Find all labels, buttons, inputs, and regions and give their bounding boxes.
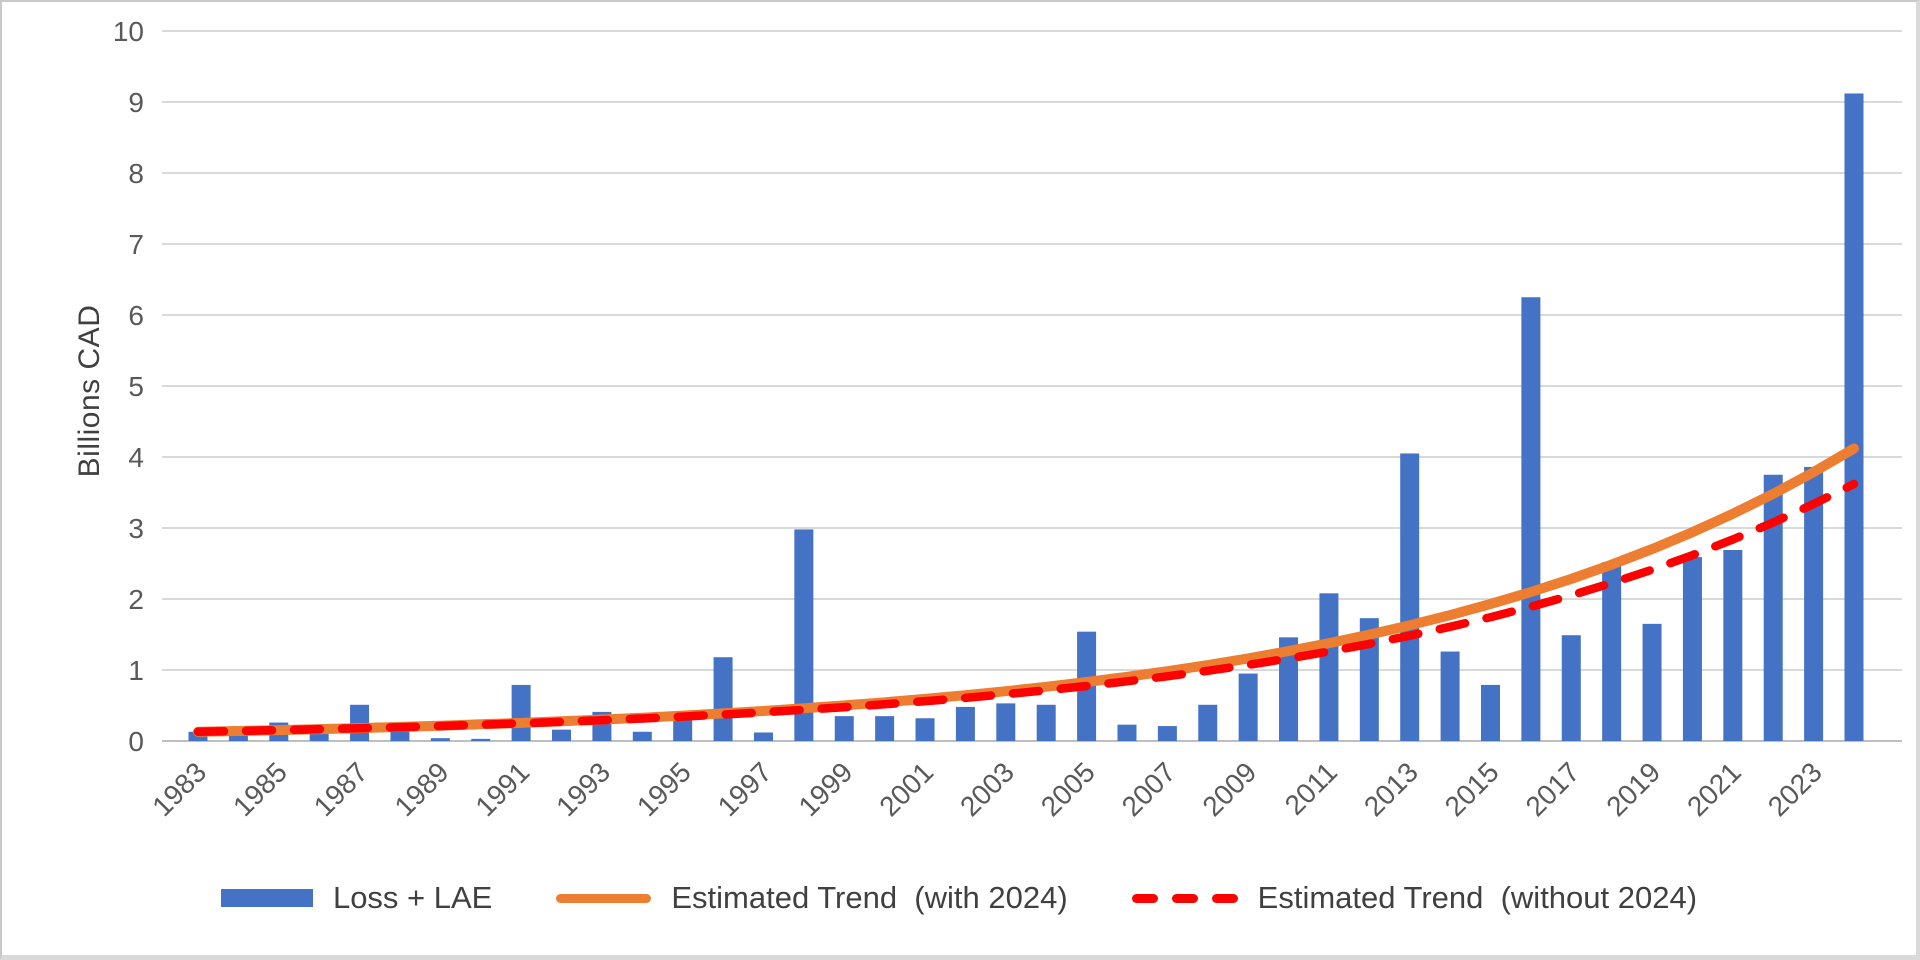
legend-label-loss-lae: Loss + LAE bbox=[332, 880, 493, 915]
legend-item-trend-with-2024: Estimated Trend (with 2024) bbox=[556, 880, 1068, 916]
solid-line-swatch-icon bbox=[556, 893, 652, 903]
bar-2010 bbox=[1279, 637, 1299, 741]
legend-item-loss-lae: Loss + LAE bbox=[220, 880, 493, 916]
legend: Loss + LAE Estimated Trend (with 2024) E… bbox=[2, 880, 1916, 916]
bar-1997 bbox=[753, 732, 773, 741]
x-tick-label: 2007 bbox=[1116, 756, 1182, 822]
bar-2016 bbox=[1521, 297, 1541, 741]
x-tick-label: 2003 bbox=[954, 756, 1020, 822]
bar-2002 bbox=[955, 706, 975, 741]
bar-2000 bbox=[875, 716, 895, 741]
bar-1990 bbox=[471, 738, 491, 741]
y-tick-label: 6 bbox=[128, 300, 144, 331]
x-tick-label: 2015 bbox=[1439, 756, 1505, 822]
bar-1992 bbox=[552, 729, 572, 741]
x-tick-label: 2019 bbox=[1600, 756, 1666, 822]
bar-1995 bbox=[673, 714, 693, 741]
y-tick-label: 2 bbox=[128, 584, 144, 615]
x-tick-label: 2013 bbox=[1358, 756, 1424, 822]
y-tick-label: 9 bbox=[128, 87, 144, 118]
bar-2017 bbox=[1561, 635, 1581, 741]
bar-2015 bbox=[1480, 684, 1500, 741]
bar-1989 bbox=[430, 738, 450, 741]
y-tick-label: 5 bbox=[128, 371, 144, 402]
x-tick-label: 2021 bbox=[1681, 756, 1747, 822]
x-tick-label: 1989 bbox=[389, 756, 455, 822]
y-tick-label: 8 bbox=[128, 158, 144, 189]
legend-item-trend-without-2024: Estimated Trend (without 2024) bbox=[1131, 880, 1698, 916]
dashed-line-swatch-icon bbox=[1131, 893, 1238, 903]
y-tick-label: 0 bbox=[128, 726, 144, 757]
bar-swatch-icon bbox=[220, 889, 313, 907]
bar-2006 bbox=[1117, 724, 1137, 741]
bar-2009 bbox=[1238, 673, 1258, 741]
y-axis-title: Billions CAD bbox=[73, 304, 106, 478]
x-tick-label: 1991 bbox=[469, 756, 535, 822]
x-tick-label: 2005 bbox=[1035, 756, 1101, 822]
bar-2013 bbox=[1400, 453, 1420, 741]
bar-2024 bbox=[1844, 93, 1864, 742]
bar-1987 bbox=[350, 704, 370, 741]
x-tick-label: 2009 bbox=[1196, 756, 1262, 822]
bar-2008 bbox=[1198, 704, 1218, 741]
y-tick-label: 1 bbox=[128, 655, 144, 686]
bar-1984 bbox=[228, 732, 248, 741]
bar-2019 bbox=[1642, 623, 1662, 741]
x-tick-label: 1999 bbox=[793, 756, 859, 822]
y-tick-label: 3 bbox=[128, 513, 144, 544]
x-tick-label: 2001 bbox=[873, 756, 939, 822]
bar-2021 bbox=[1723, 550, 1743, 741]
bar-2018 bbox=[1602, 562, 1622, 741]
x-tick-label: 1995 bbox=[631, 756, 697, 822]
y-tick-label: 10 bbox=[113, 16, 144, 47]
bar-2022 bbox=[1763, 474, 1783, 741]
x-tick-label: 2017 bbox=[1520, 756, 1586, 822]
x-tick-label: 2023 bbox=[1762, 756, 1828, 822]
legend-label-trend-with-2024: Estimated Trend (with 2024) bbox=[671, 880, 1068, 915]
legend-label-trend-without-2024: Estimated Trend (without 2024) bbox=[1257, 880, 1698, 915]
x-tick-label: 1997 bbox=[712, 756, 778, 822]
bar-2020 bbox=[1682, 557, 1702, 741]
bar-1996 bbox=[713, 657, 733, 741]
y-tick-label: 4 bbox=[128, 442, 144, 473]
bar-2001 bbox=[915, 718, 935, 741]
x-tick-label: 1983 bbox=[146, 756, 212, 822]
x-tick-label: 1987 bbox=[308, 756, 374, 822]
bar-1999 bbox=[834, 716, 854, 741]
bar-2014 bbox=[1440, 651, 1460, 741]
y-tick-label: 7 bbox=[128, 229, 144, 260]
bar-2023 bbox=[1804, 466, 1824, 741]
bar-2011 bbox=[1319, 593, 1339, 741]
x-tick-label: 2011 bbox=[1279, 756, 1344, 821]
bar-1994 bbox=[632, 731, 652, 741]
trend-line-without-2024 bbox=[193, 479, 1859, 737]
x-tick-label: 1993 bbox=[550, 756, 616, 822]
bar-1998 bbox=[794, 529, 814, 741]
bar-1986 bbox=[309, 733, 329, 741]
bar-2004 bbox=[1036, 704, 1056, 741]
bar-2007 bbox=[1157, 726, 1177, 741]
bar-1991 bbox=[511, 684, 531, 741]
x-tick-label: 1985 bbox=[227, 756, 293, 822]
bar-2003 bbox=[996, 703, 1016, 741]
